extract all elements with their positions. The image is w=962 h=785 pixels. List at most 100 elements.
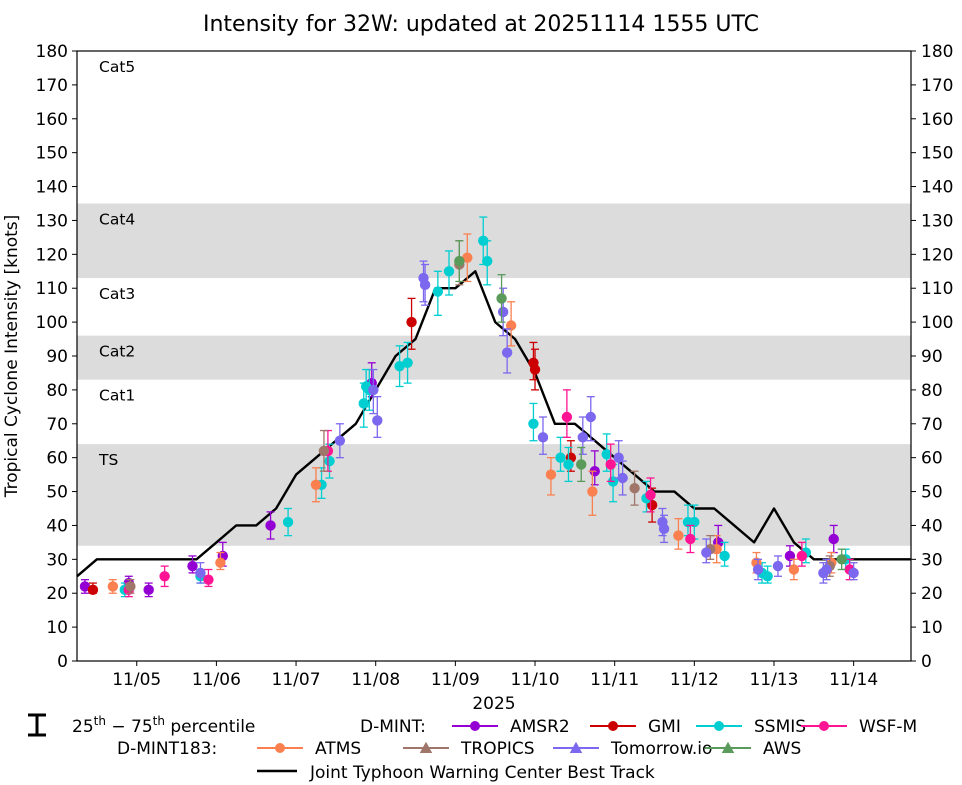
band-label-cat1: Cat1 [99, 387, 135, 405]
y-tick-label-right: 80 [921, 381, 943, 401]
legend-label-aws: AWS [763, 739, 801, 759]
data-point-wsf-m [685, 533, 696, 545]
data-point-gmi [529, 364, 541, 375]
data-point-tomorrow-io [613, 452, 624, 463]
data-point-amsr2 [828, 533, 839, 545]
y-axis-label: Tropical Cyclone Intensity [knots] [2, 215, 22, 499]
legend-entry-gmi: GMI [590, 717, 681, 737]
legend-percentile-part: th [153, 714, 165, 728]
legend-marker-amsr2 [470, 721, 480, 731]
x-tick-label: 11/10 [511, 670, 560, 690]
legend-dmint-label: D-MINT: [360, 717, 426, 737]
band-cat4 [77, 203, 911, 279]
y-tick-label-left: 70 [46, 415, 68, 435]
y-tick-label-left: 100 [36, 313, 68, 333]
series-gmi [87, 297, 658, 596]
data-point-wsf-m [203, 574, 214, 585]
x-tick-label: 11/06 [192, 670, 241, 690]
legend-entry-best-track: Joint Typhoon Warning Center Best Track [257, 763, 655, 783]
data-point-aws [576, 459, 587, 470]
y-tick-label-left: 80 [46, 381, 68, 401]
data-point-tomorrow-io [195, 567, 206, 579]
y-tick-label-right: 90 [921, 347, 943, 367]
x-axis-label: 2025 [472, 694, 515, 714]
y-tick-label-right: 150 [921, 144, 953, 164]
y-tick-label-right: 120 [921, 245, 953, 265]
data-point-wsf-m [159, 571, 170, 582]
y-tick-label-left: 110 [36, 279, 68, 299]
data-point-ssmis [394, 360, 405, 372]
data-point-gmi [406, 316, 417, 328]
legend-marker-tomorrow-io [569, 741, 583, 753]
y-tick-label-left: 90 [46, 347, 68, 367]
legend-marker-aws [721, 741, 735, 753]
series-tomorrow-io [195, 260, 859, 584]
legend-marker-wsf-m [819, 721, 829, 731]
legend-label-ssmis: SSMIS [754, 717, 806, 737]
y-tick-label-left: 130 [36, 211, 68, 231]
x-tick-label: 11/11 [590, 670, 639, 690]
legend-percentile-part: − 75 [106, 717, 153, 737]
legend-marker-ssmis [714, 721, 724, 731]
data-point-ssmis [282, 516, 294, 528]
data-point-aws [454, 255, 465, 267]
y-tick-label-left: 40 [46, 516, 68, 536]
x-tick-label: 11/13 [749, 670, 798, 690]
y-tick-label-right: 10 [921, 618, 943, 638]
data-point-wsf-m [796, 550, 808, 562]
data-point-tropics [318, 445, 330, 457]
y-tick-label-right: 180 [921, 42, 953, 62]
series-aws [454, 240, 847, 571]
data-point-tomorrow-io [701, 547, 712, 558]
band-cat2 [77, 335, 911, 380]
y-tick-label-left: 0 [57, 652, 68, 672]
data-point-ssmis [482, 255, 493, 267]
data-point-amsr2 [265, 520, 276, 531]
legend-label-tropics: TROPICS [460, 739, 535, 759]
data-point-aws [496, 293, 507, 304]
legend-percentile-part: 25 [72, 717, 94, 737]
y-tick-label-right: 60 [921, 449, 943, 469]
data-point-gmi [87, 584, 99, 596]
band-label-cat2: Cat2 [99, 343, 135, 361]
data-point-amsr2 [143, 584, 154, 596]
y-tick-label-left: 50 [46, 483, 68, 503]
data-point-atms [462, 252, 473, 263]
data-point-atms [788, 564, 800, 575]
legend-entry-aws: AWS [705, 739, 801, 759]
y-tick-label-right: 170 [921, 76, 953, 96]
data-point-amsr2 [79, 581, 91, 592]
y-tick-label-left: 180 [36, 42, 68, 62]
data-point-tomorrow-io [585, 411, 596, 423]
data-point-tomorrow-io [658, 523, 670, 535]
data-point-ssmis [443, 266, 455, 277]
data-point-wsf-m [645, 489, 656, 501]
legend-label-amsr2: AMSR2 [510, 717, 570, 737]
data-point-ssmis [601, 449, 612, 460]
data-point-atms [587, 486, 598, 497]
data-point-ssmis [402, 357, 413, 368]
x-tick-label: 11/12 [670, 670, 719, 690]
y-tick-label-right: 40 [921, 516, 943, 536]
data-point-tomorrow-io [501, 347, 513, 358]
legend-entry-amsr2: AMSR2 [452, 717, 570, 737]
y-tick-label-right: 160 [921, 110, 953, 130]
data-point-tomorrow-io [497, 306, 509, 318]
legend-label-best-track: Joint Typhoon Warning Center Best Track [309, 763, 655, 783]
band-label-ts: TS [98, 451, 118, 469]
band-label-cat4: Cat4 [99, 211, 135, 229]
data-point-ssmis [432, 286, 444, 297]
data-point-atms [505, 320, 517, 331]
data-point-ssmis [689, 516, 700, 528]
data-point-ssmis [528, 418, 539, 429]
y-tick-label-right: 70 [921, 415, 943, 435]
legend-marker-tropics [419, 741, 433, 753]
y-tick-label-right: 130 [921, 211, 953, 231]
data-point-amsr2 [784, 550, 796, 562]
legend-dmint183-label: D-MINT183: [117, 739, 217, 759]
y-tick-label-right: 20 [921, 584, 943, 604]
legend-marker-gmi [608, 721, 618, 731]
x-tick-label: 11/14 [829, 670, 878, 690]
legend-percentile-part: th [94, 714, 106, 728]
band-label-cat3: Cat3 [99, 285, 135, 303]
